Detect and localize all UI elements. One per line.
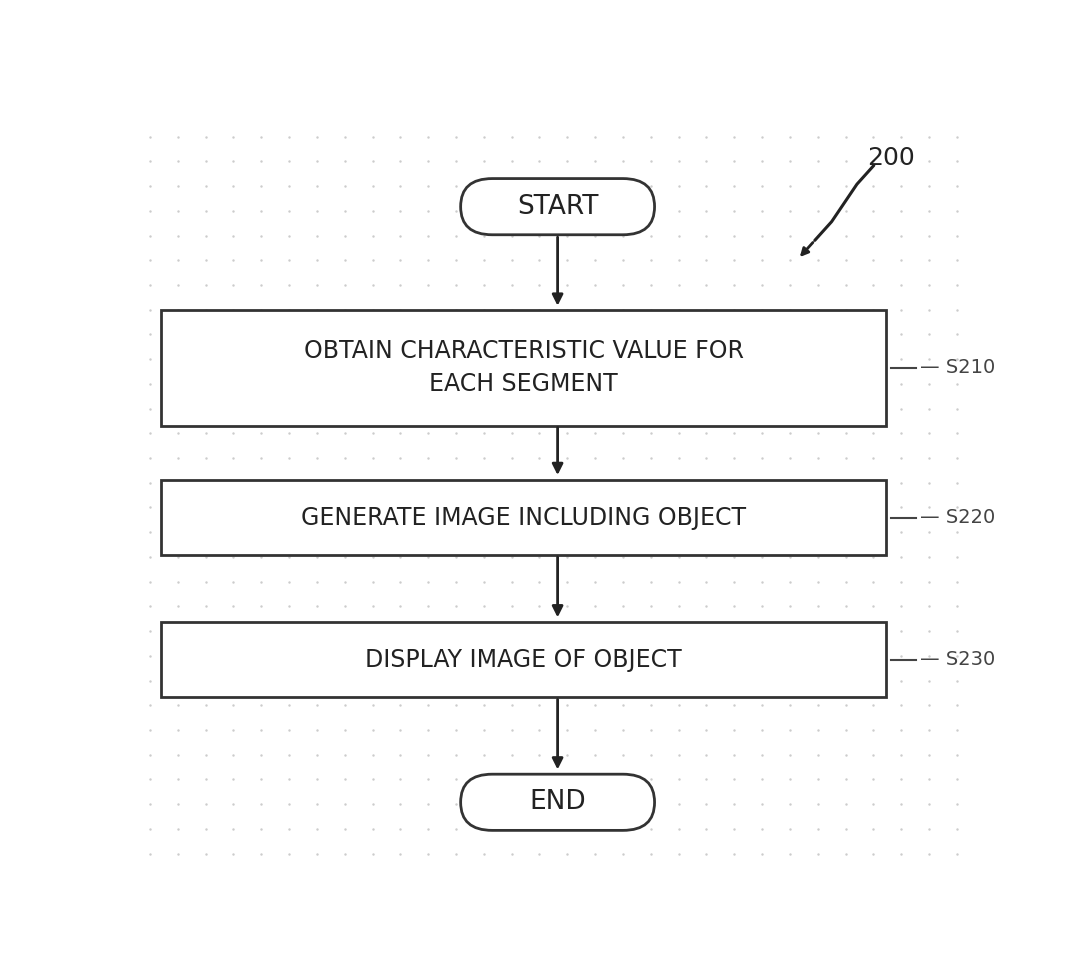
Text: 200: 200 — [867, 146, 915, 170]
Text: — S220: — S220 — [920, 508, 996, 527]
FancyBboxPatch shape — [460, 775, 655, 830]
Text: — S210: — S210 — [920, 358, 996, 378]
Text: END: END — [529, 789, 586, 815]
Bar — [161, 623, 887, 698]
FancyBboxPatch shape — [460, 179, 655, 234]
Bar — [161, 480, 887, 555]
Bar — [161, 309, 887, 426]
Text: OBTAIN CHARACTERISTIC VALUE FOR
EACH SEGMENT: OBTAIN CHARACTERISTIC VALUE FOR EACH SEG… — [304, 339, 744, 396]
Text: GENERATE IMAGE INCLUDING OBJECT: GENERATE IMAGE INCLUDING OBJECT — [301, 506, 746, 529]
Text: — S230: — S230 — [920, 650, 996, 669]
Text: START: START — [517, 194, 598, 220]
Text: DISPLAY IMAGE OF OBJECT: DISPLAY IMAGE OF OBJECT — [366, 648, 682, 672]
